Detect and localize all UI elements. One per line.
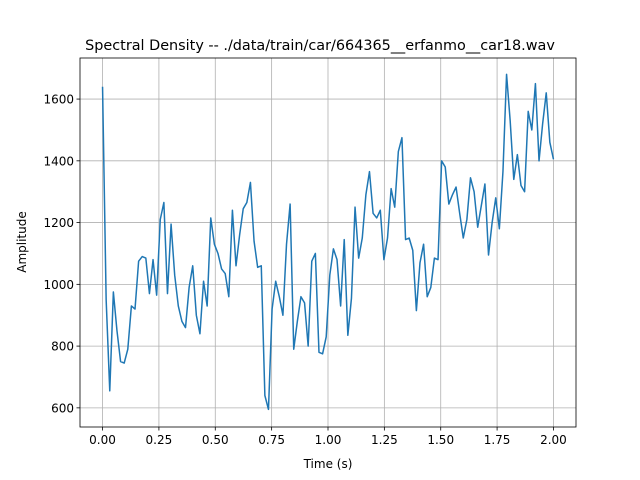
y-tick-label: 1000 xyxy=(43,278,74,292)
x-tick-label: 1.75 xyxy=(484,433,511,447)
x-tick-label: 2.00 xyxy=(540,433,567,447)
x-tick-label: 0.25 xyxy=(146,433,173,447)
chart-title: Spectral Density -- ./data/train/car/664… xyxy=(85,38,555,54)
y-tick-label: 1400 xyxy=(43,154,74,168)
x-tick-label: 0.00 xyxy=(89,433,116,447)
x-tick-label: 0.75 xyxy=(258,433,285,447)
x-tick-label: 1.00 xyxy=(315,433,342,447)
plot-frame xyxy=(79,57,577,428)
x-tick-label: 1.50 xyxy=(427,433,454,447)
x-tick-label: 0.50 xyxy=(202,433,229,447)
y-axis-label: Amplitude xyxy=(15,211,29,273)
x-tick-label: 1.25 xyxy=(371,433,398,447)
y-tick-label: 1200 xyxy=(43,216,74,230)
y-tick-label: 600 xyxy=(51,401,74,415)
y-tick-label: 800 xyxy=(51,340,74,354)
data-line xyxy=(101,73,555,411)
y-tick-label: 1600 xyxy=(43,93,74,107)
x-axis-label: Time (s) xyxy=(303,457,353,471)
